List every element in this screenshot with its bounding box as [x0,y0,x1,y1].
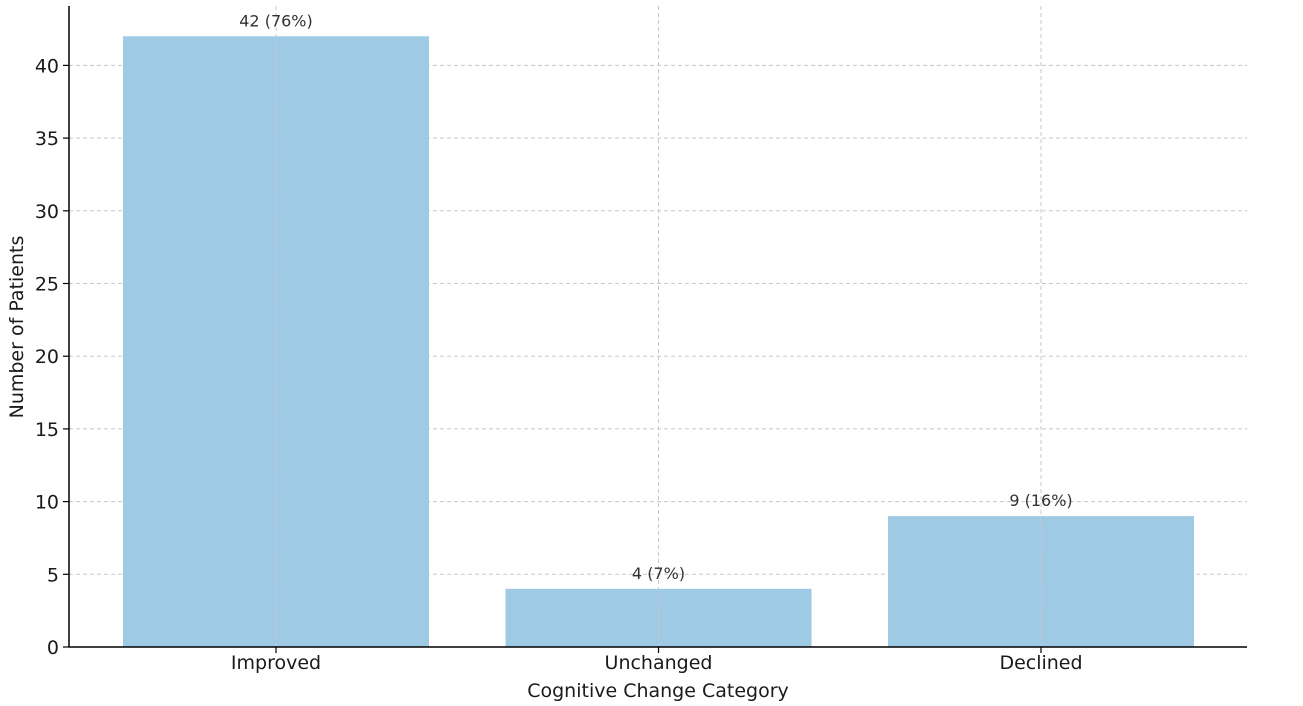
y-tick-label: 40 [35,55,59,77]
x-tick-label: Unchanged [605,652,713,674]
data-label: 42 (76%) [239,11,313,30]
data-labels-layer: 42 (76%) 4 (7%) 9 (16%) [239,11,1072,583]
y-tick-label: 10 [35,492,59,514]
data-label: 4 (7%) [632,564,685,583]
x-tick-label: Improved [231,652,321,674]
y-tick-label: 20 [35,346,59,368]
data-label: 9 (16%) [1009,491,1072,510]
y-tick-label: 30 [35,201,59,223]
y-tick-label: 5 [47,564,59,586]
bars-layer [123,6,1194,647]
x-axis-title: Cognitive Change Category [527,680,789,702]
ticks-layer: 0 5 10 15 20 25 30 35 40 Improved Unchanged Decline… [35,55,1083,674]
y-axis-title: Number of Patients [6,236,28,419]
x-tick-label: Declined [999,652,1082,674]
y-tick-label: 25 [35,274,59,296]
y-tick-label: 15 [35,419,59,441]
y-tick-label: 35 [35,128,59,150]
y-tick-label: 0 [47,637,59,659]
